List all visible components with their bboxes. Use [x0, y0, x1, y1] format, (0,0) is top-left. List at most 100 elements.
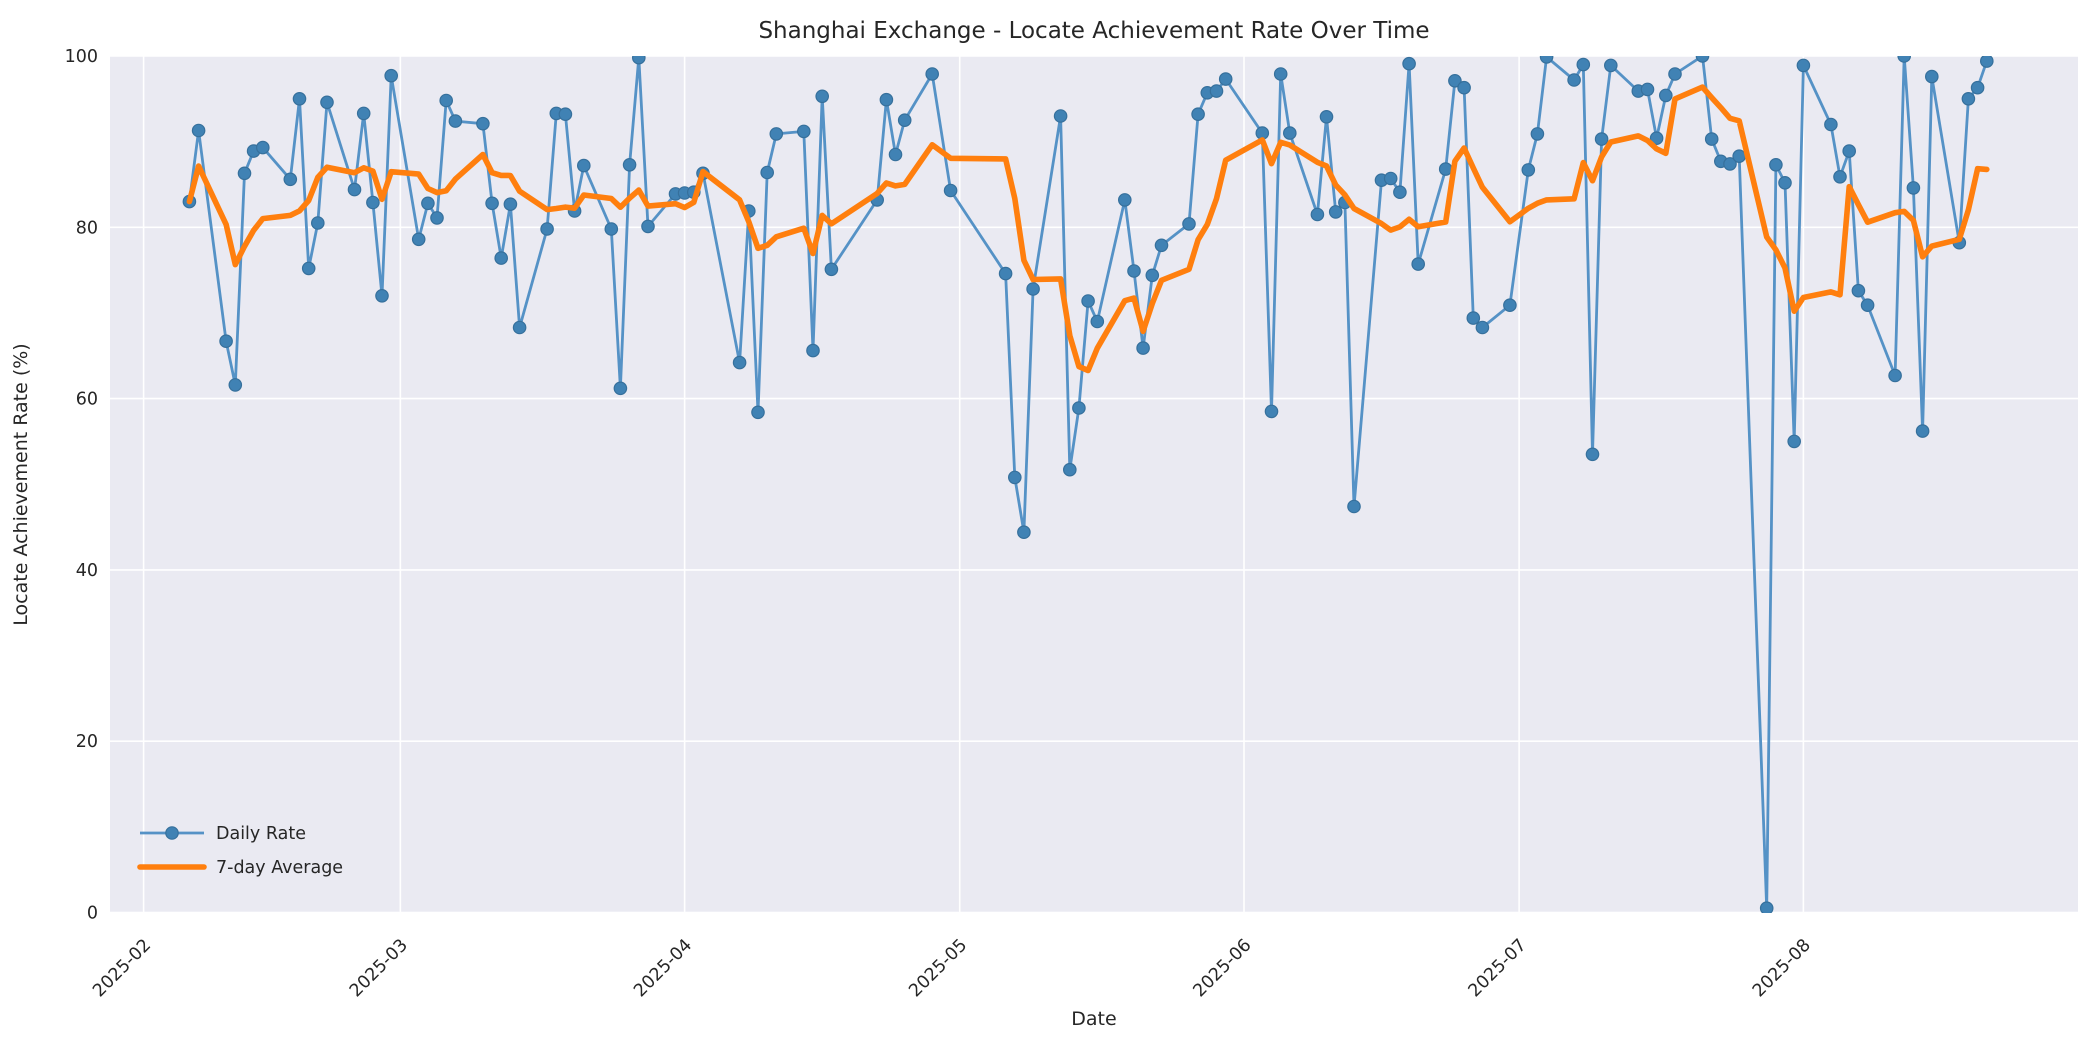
data-point-marker [796, 124, 811, 139]
data-point-marker [1283, 126, 1297, 140]
data-point-marker [1860, 298, 1875, 312]
data-point-marker [375, 288, 389, 303]
legend: Daily Rate 7-day Average [137, 824, 343, 878]
data-point-marker [1310, 207, 1325, 222]
x-tick-label: 2025-02 [89, 935, 155, 1001]
data-point-marker [632, 56, 646, 65]
data-point-marker [1732, 149, 1746, 163]
data-point-marker [494, 251, 508, 265]
y-tick-labels: 0 20 40 60 80 100 [65, 47, 98, 924]
x-tick-label: 2025-07 [1465, 935, 1531, 1001]
x-tick-label: 2025-05 [905, 935, 971, 1001]
data-point-marker [613, 381, 628, 396]
plot-data-area [182, 56, 1994, 913]
data-point-marker [1530, 127, 1545, 141]
data-point-marker [604, 222, 619, 236]
data-point-marker [1759, 901, 1774, 913]
data-point-marker [1328, 205, 1343, 219]
data-point-marker [301, 261, 316, 276]
data-point-marker [255, 140, 270, 155]
data-point-marker [1925, 69, 1939, 84]
data-point-marker [1118, 193, 1132, 207]
data-point-marker [622, 158, 637, 172]
x-tick-labels: 2025-02 2025-03 2025-04 2025-05 2025-06 2025-… [89, 935, 1815, 1001]
y-tick-label: 20 [76, 732, 98, 752]
data-point-marker [897, 113, 912, 127]
data-point-marker [1585, 447, 1600, 462]
data-point-marker [1090, 314, 1105, 329]
y-tick-label: 0 [87, 904, 98, 924]
data-point-marker [815, 89, 829, 104]
data-point-marker [824, 262, 839, 277]
data-point-marker [998, 266, 1013, 281]
data-point-marker [1182, 217, 1196, 231]
y-axis-label: Locate Achievement Rate (%) [10, 343, 32, 625]
data-point-marker [576, 158, 591, 173]
data-point-marker [1640, 82, 1655, 97]
data-point-marker [1264, 404, 1279, 419]
data-point-marker [1851, 283, 1866, 298]
data-point-marker [1824, 117, 1838, 132]
data-point-marker [1567, 73, 1581, 87]
data-point-marker [760, 165, 774, 180]
legend-7day-average-label: 7-day Average [216, 858, 343, 878]
data-point-marker [448, 114, 463, 128]
data-point-marker [1833, 170, 1847, 184]
data-point-marker [1915, 424, 1930, 438]
data-point-marker [1778, 176, 1792, 190]
data-point-marker [384, 68, 398, 83]
data-point-marker [1649, 131, 1664, 145]
data-point-marker [1145, 268, 1160, 283]
data-point-marker [1970, 80, 1985, 95]
data-point-marker [485, 196, 499, 211]
data-point-marker [1604, 58, 1618, 73]
data-point-marker [292, 92, 307, 106]
x-tick-label: 2025-04 [630, 935, 696, 1001]
data-point-marker [1191, 107, 1205, 121]
data-point-marker [411, 232, 426, 247]
data-point-marker [512, 320, 527, 335]
data-point-marker [1072, 401, 1086, 415]
data-point-marker [943, 183, 958, 198]
data-point-marker [879, 92, 894, 107]
data-point-marker [1769, 158, 1783, 172]
data-point-marker [283, 172, 298, 187]
data-point-marker [1411, 257, 1425, 271]
legend-entry-daily-rate: Daily Rate [140, 824, 306, 844]
data-point-marker [1209, 84, 1224, 98]
data-point-marker [1704, 132, 1719, 146]
x-tick-label: 2025-06 [1190, 935, 1256, 1001]
data-point-marker [1448, 74, 1462, 88]
data-point-marker [1539, 56, 1554, 64]
data-point-marker [1017, 525, 1031, 539]
data-point-marker [1594, 132, 1609, 146]
data-point-marker [1668, 67, 1682, 81]
data-point-marker [1906, 181, 1921, 195]
data-point-marker [1466, 311, 1481, 325]
data-point-marker [1438, 162, 1453, 176]
data-point-marker [1402, 56, 1416, 71]
data-point-marker [366, 195, 380, 210]
data-point-marker [1521, 163, 1536, 177]
data-point-marker [1888, 368, 1902, 383]
data-point-marker [1218, 72, 1233, 86]
data-point-marker [1723, 157, 1737, 171]
data-point-marker [1053, 109, 1068, 123]
data-point-marker [1842, 144, 1856, 158]
data-point-marker [888, 147, 903, 162]
chart-title: Shanghai Exchange - Locate Achievement R… [758, 18, 1429, 44]
data-point-marker [806, 343, 820, 358]
data-point-marker [1393, 185, 1407, 199]
data-point-marker [1695, 56, 1710, 63]
data-point-marker [439, 93, 453, 108]
data-point-marker [1659, 88, 1673, 103]
y-tick-label: 100 [65, 47, 98, 67]
data-point-marker [1961, 92, 1976, 106]
data-point-marker [1136, 341, 1150, 355]
data-point-marker [1347, 499, 1361, 514]
data-point-marker [1319, 110, 1334, 124]
data-point-marker [219, 334, 233, 348]
data-point-marker [769, 127, 784, 141]
